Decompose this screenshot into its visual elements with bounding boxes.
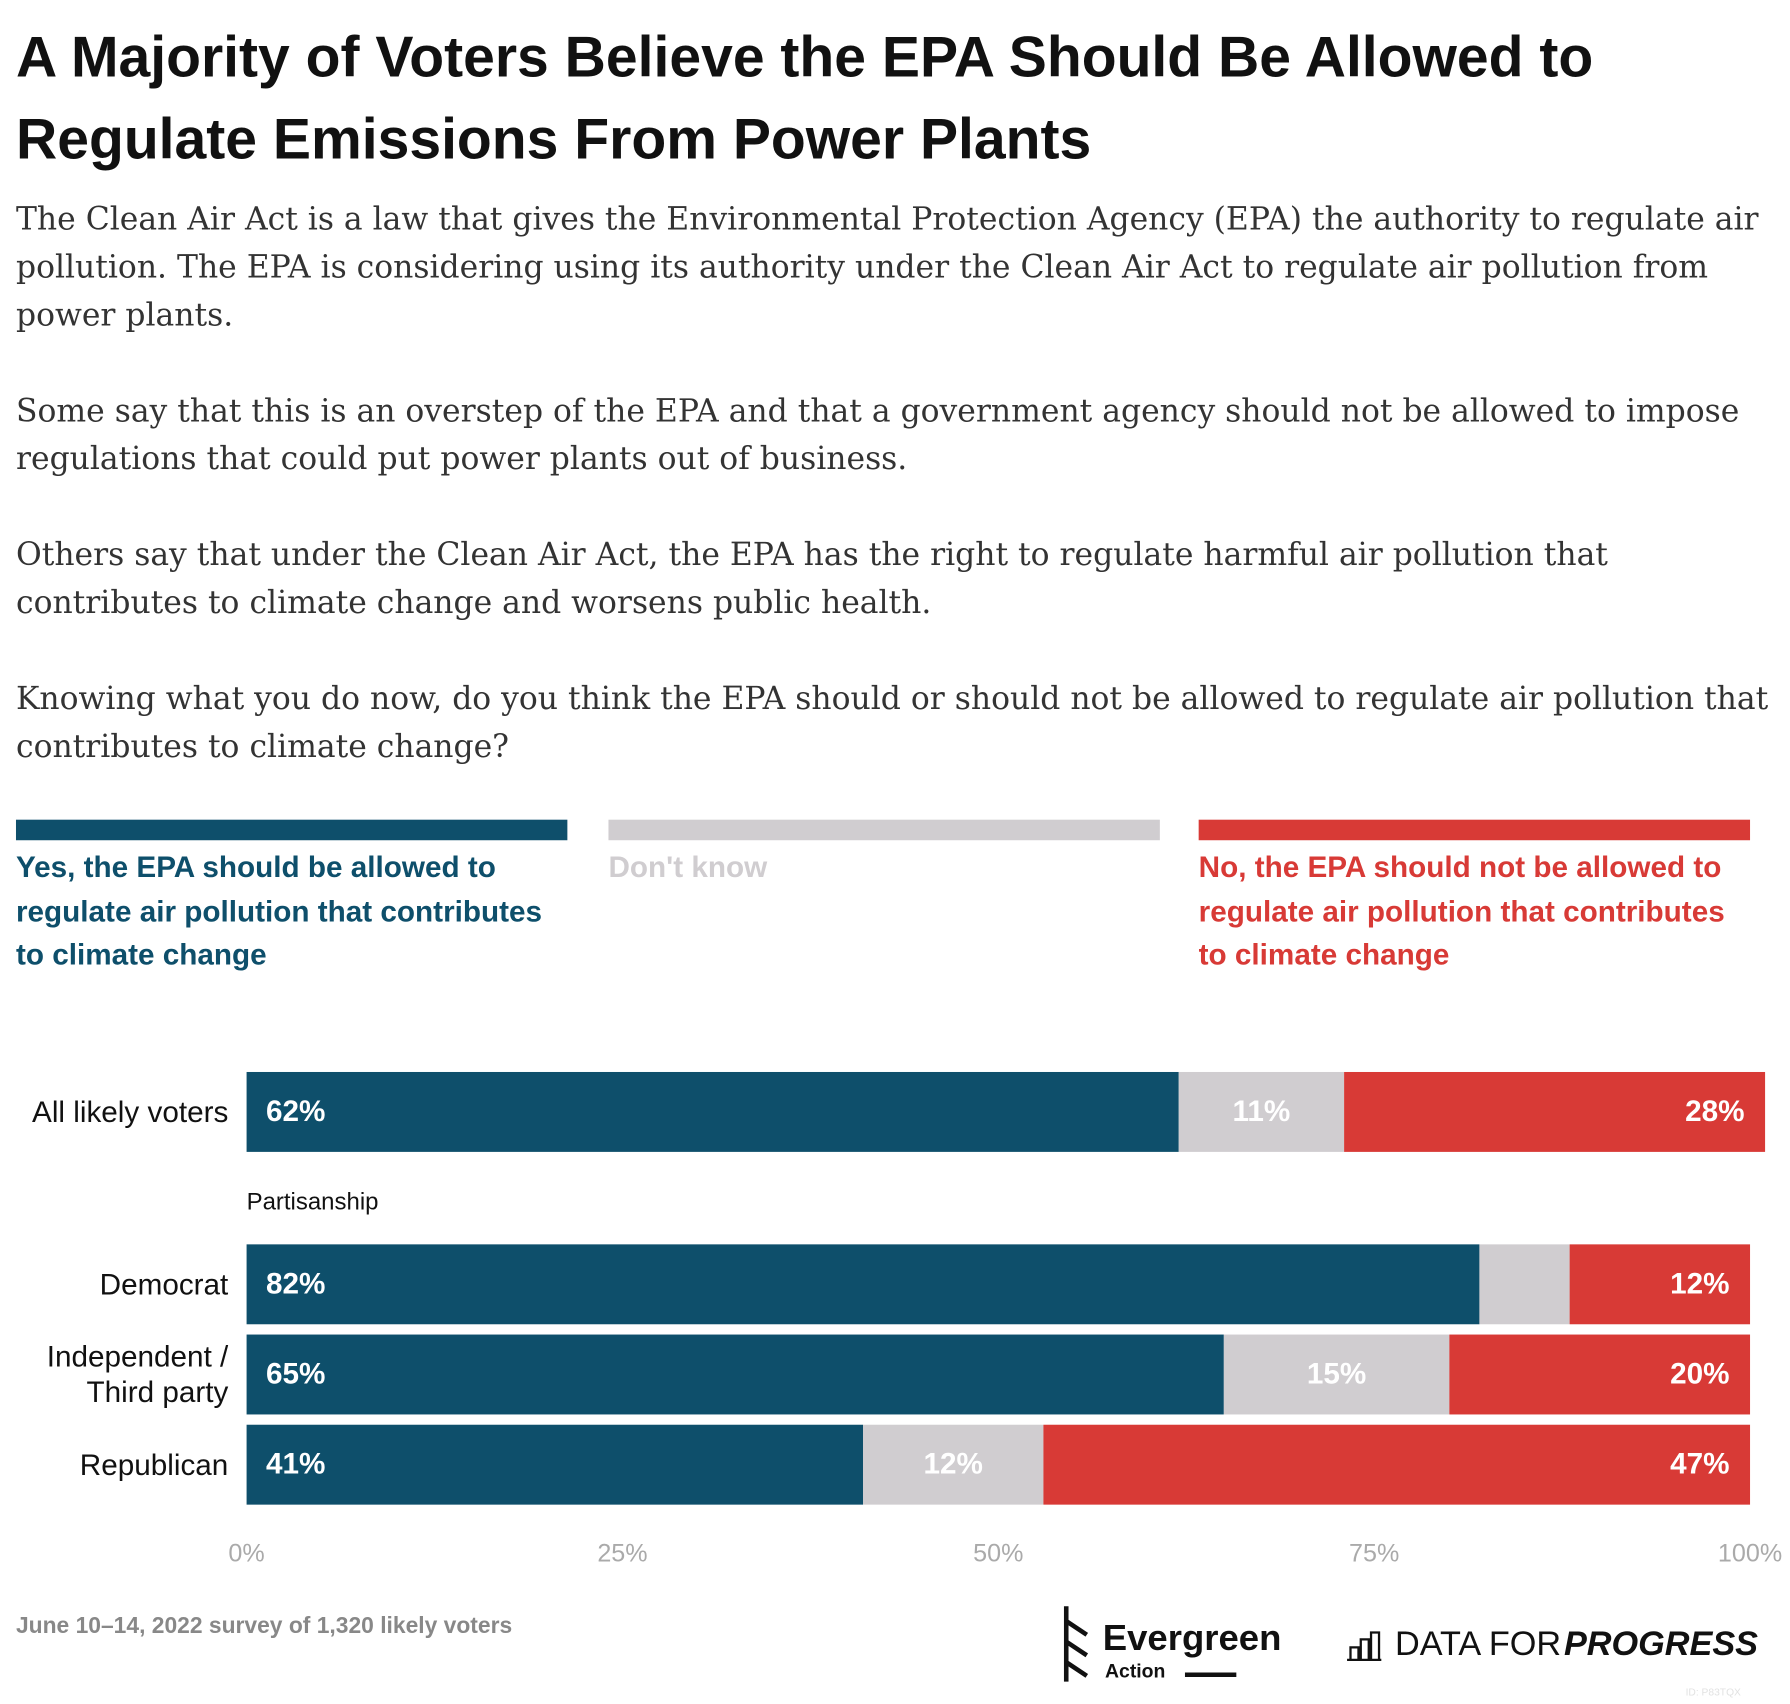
chart-id: ID: P83TQX: [1686, 1688, 1741, 1699]
category-box: Republican: [11, 1413, 229, 1516]
logo-text: PROGRESS: [1564, 1625, 1758, 1663]
value-label: 82%: [266, 1267, 325, 1300]
logo-dfp: DATA FOR PROGRESS: [1347, 1625, 1758, 1663]
logo-evergreen: Evergreen Action: [1063, 1606, 1282, 1683]
category-wrap: Republican: [11, 1413, 229, 1516]
group-label: Partisanship: [247, 1189, 379, 1216]
category-wrap: All likely voters: [11, 1061, 228, 1164]
value-label: 11%: [1233, 1095, 1291, 1128]
category-wrap: Democrat: [11, 1233, 229, 1336]
x-tick-label: 0%: [228, 1540, 264, 1568]
subtitle-paragraph: The Clean Air Act is a law that gives th…: [15, 200, 1759, 334]
bar-segment: [246, 1424, 864, 1505]
bar-segment: [246, 1244, 1480, 1325]
subtitle-paragraph: Knowing what you do now, do you think th…: [15, 680, 1769, 765]
category-label: Republican: [79, 1446, 229, 1482]
value-label: 12%: [1670, 1267, 1729, 1300]
legend-swatch: [15, 819, 568, 841]
value-label: 15%: [1307, 1357, 1366, 1390]
bar-segment: [1344, 1071, 1766, 1152]
legend-label: Don't know: [608, 849, 768, 884]
legend-swatch: [1198, 819, 1751, 841]
note: June 10–14, 2022 survey of 1,320 likely …: [16, 1612, 512, 1638]
logo-text: Evergreen: [1103, 1617, 1282, 1658]
x-tick-label: 75%: [1349, 1540, 1399, 1568]
logo-text: DATA FOR: [1395, 1625, 1561, 1663]
chart-title: A Majority of Voters Believe the EPA Sho…: [15, 25, 1594, 172]
value-label: 12%: [924, 1448, 983, 1481]
bar-segment: [246, 1334, 1224, 1415]
bar-segment: [1449, 1334, 1751, 1415]
value-label: 47%: [1670, 1448, 1729, 1481]
subtitle-paragraph: Some say that this is an overstep of the…: [15, 392, 1740, 478]
subtitle-box: The Clean Air Act is a law that gives th…: [16, 195, 1774, 770]
legend-label: Yes, the EPA should be allowed to regula…: [15, 849, 543, 972]
legend-swatch: [608, 819, 1160, 841]
legend-label: No, the EPA should not be allowed to reg…: [1198, 849, 1725, 972]
legend-box: Yes, the EPA should be allowed to regula…: [15, 849, 543, 972]
subtitle-paragraph: Others say that under the Clean Air Act,…: [15, 536, 1608, 622]
legend-box: Don't know: [608, 849, 768, 884]
category-wrap: Independent / Third party: [11, 1323, 229, 1426]
bar-segment: [1043, 1424, 1751, 1505]
bar-segment: [246, 1071, 1179, 1152]
category-label: Democrat: [99, 1266, 229, 1301]
bar-segment: [1178, 1071, 1345, 1152]
value-label: 41%: [266, 1448, 325, 1481]
category-box: All likely voters: [11, 1061, 228, 1164]
logo-text: Action: [1105, 1661, 1165, 1683]
subtitle: The Clean Air Act is a law that gives th…: [16, 195, 1774, 770]
legend-box: No, the EPA should not be allowed to reg…: [1198, 849, 1725, 972]
bar-segment: [1569, 1244, 1751, 1325]
value-label: 20%: [1670, 1357, 1729, 1390]
value-label: 28%: [1685, 1095, 1744, 1128]
category-label: All likely voters: [32, 1094, 229, 1129]
category-box: Democrat: [11, 1233, 229, 1336]
bar-segment: [1479, 1244, 1570, 1325]
bar-segment: [1223, 1334, 1450, 1415]
title-box: A Majority of Voters Believe the EPA Sho…: [15, 25, 1594, 172]
bar-segment: [863, 1424, 1044, 1505]
x-tick-label: 50%: [973, 1540, 1023, 1568]
category-box: Independent / Third party: [11, 1323, 229, 1426]
category-label: Independent / Third party: [46, 1339, 229, 1409]
value-label: 62%: [266, 1095, 325, 1128]
value-label: 65%: [266, 1357, 325, 1390]
x-tick-label: 100%: [1718, 1540, 1782, 1568]
x-tick-label: 25%: [597, 1540, 647, 1568]
